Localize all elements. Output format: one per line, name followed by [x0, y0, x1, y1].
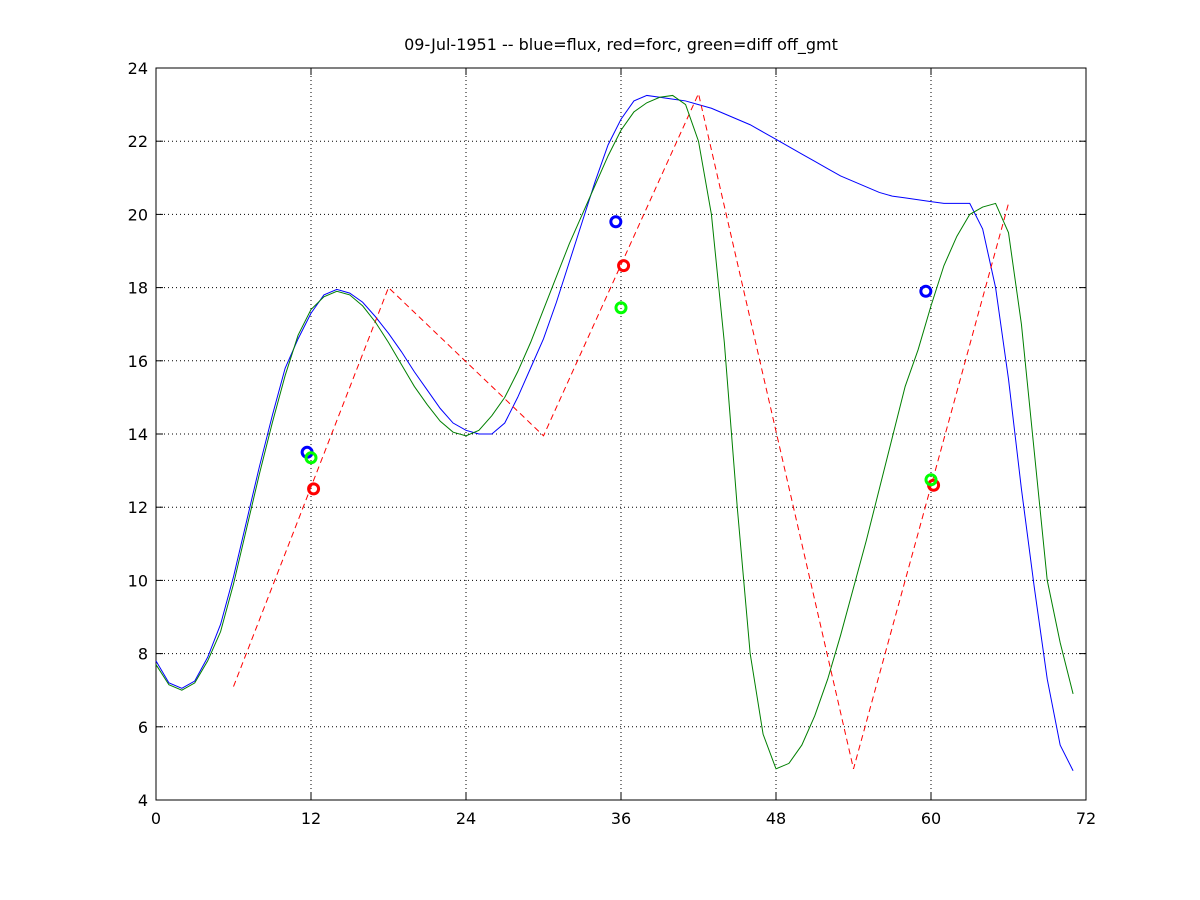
y-tick-label: 4 — [138, 791, 148, 810]
data-point — [614, 301, 628, 315]
x-tick-label: 0 — [151, 809, 161, 828]
data-line — [155, 94, 1074, 770]
y-tick-label: 8 — [138, 645, 148, 664]
y-tick-label: 18 — [128, 279, 148, 298]
x-tick-label: 36 — [611, 809, 631, 828]
y-tick-label: 14 — [128, 425, 148, 444]
data-line — [155, 94, 1074, 771]
x-tick-label: 12 — [301, 809, 321, 828]
x-tick-label: 60 — [921, 809, 941, 828]
y-tick-label: 24 — [128, 59, 148, 78]
data-point — [304, 451, 318, 465]
data-point — [924, 473, 938, 487]
data-point — [919, 284, 933, 298]
chart-title: 09-Jul-1951 -- blue=flux, red=forc, gree… — [404, 35, 838, 55]
data-point — [617, 259, 631, 273]
y-tick-label: 6 — [138, 718, 148, 737]
x-tick-label: 72 — [1076, 809, 1096, 828]
y-tick-label: 20 — [128, 205, 148, 224]
data-point — [307, 482, 321, 496]
plot-frame — [155, 67, 1087, 801]
data-point — [609, 215, 623, 229]
y-tick-label: 22 — [128, 132, 148, 151]
y-tick-label: 16 — [128, 352, 148, 371]
x-tick-label: 24 — [456, 809, 476, 828]
data-line — [233, 92, 1009, 770]
y-tick-label: 10 — [128, 571, 148, 590]
x-tick-label: 48 — [766, 809, 786, 828]
y-tick-label: 12 — [128, 498, 148, 517]
